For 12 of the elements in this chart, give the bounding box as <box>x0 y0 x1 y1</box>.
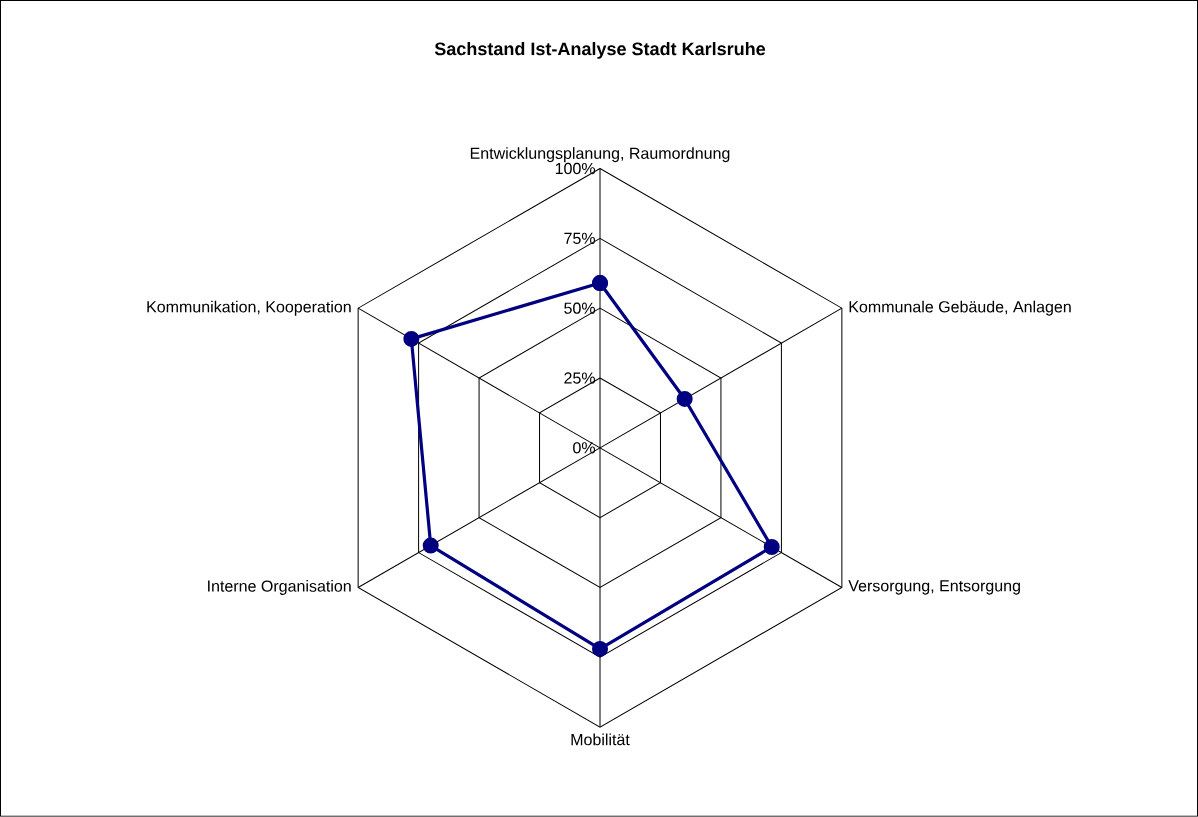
y-tick-label: 50% <box>564 302 596 315</box>
spoke-label: Mobilität <box>571 733 630 746</box>
y-tick-label: 0% <box>573 442 596 454</box>
y-tick-label: 75% <box>564 232 596 245</box>
spoke-label: Entwicklungsplanung, Raumordnung <box>470 147 730 163</box>
y-tick-label: 25% <box>564 372 596 384</box>
spoke-label: Kommunikation, Kooperation <box>147 300 351 316</box>
y-tick-label: 100% <box>555 163 596 175</box>
chart-title: Sachstand Ist-Analyse Stadt Karlsruhe <box>434 42 766 59</box>
spoke-label: Interne Organisation <box>208 580 351 596</box>
spoke-label: Versorgung, Entsorgung <box>848 580 1020 595</box>
spoke-label: Kommunale Gebäude, Anlagen <box>849 300 1071 316</box>
